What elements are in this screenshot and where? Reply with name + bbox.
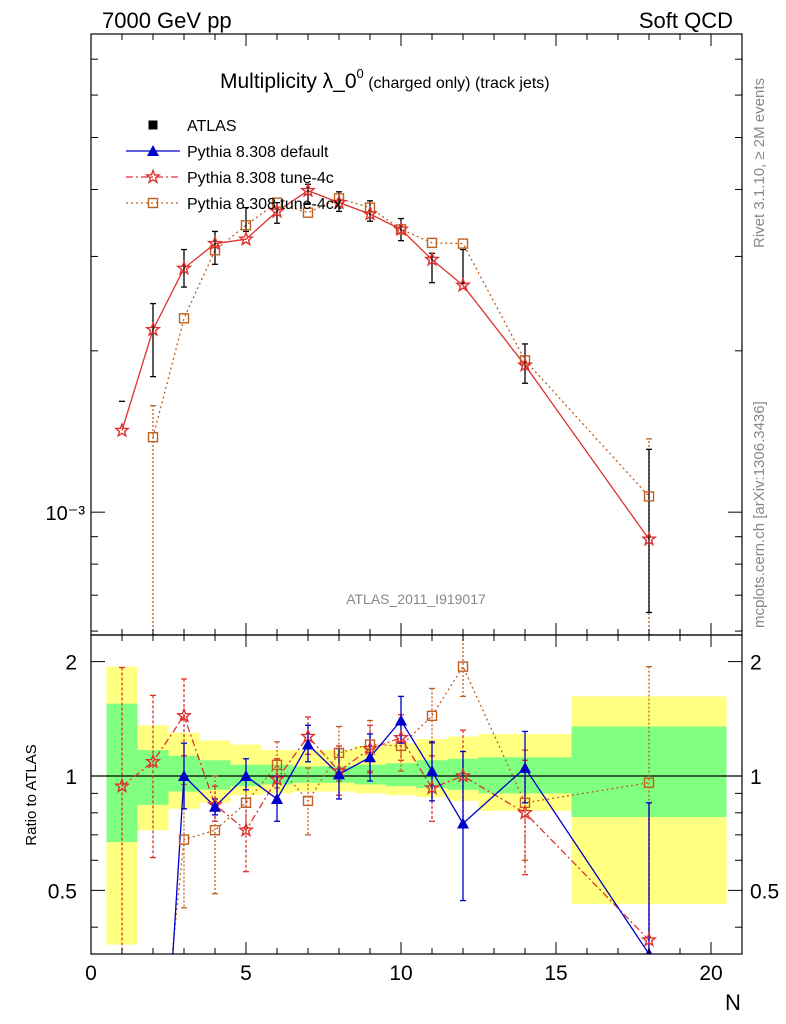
tune4c-point (361, 205, 379, 221)
ratio-axis-label: Ratio to ATLAS (23, 744, 40, 845)
ratio-default-point (240, 769, 252, 781)
ratio-tune4c-point (640, 931, 658, 947)
tune4c-point (206, 235, 224, 251)
tune4c-point (237, 230, 255, 247)
tune4cx-point (147, 431, 159, 443)
tune4c-point (299, 182, 317, 198)
tune4c-point (454, 276, 472, 293)
ratio-tune4c-point (237, 821, 255, 838)
ratio-tune4cx-point (364, 739, 376, 750)
chart-title-sup: 0 (357, 66, 364, 81)
tune4c-line (121, 189, 650, 540)
mcplots-label: mcplots.cern.ch [arXiv:1306.3436] (751, 401, 768, 628)
y-tick-label: 10⁻³ (46, 503, 86, 525)
ratio-tune4c-line (121, 714, 650, 941)
band-green (385, 763, 417, 787)
tune4c-point (423, 251, 441, 267)
rivet-label: Rivet 3.1.10, ≥ 2M events (751, 78, 768, 248)
x-tick-label: 10 (389, 962, 412, 985)
x-tick-label: 0 (85, 962, 97, 985)
ratio-tune4c-point (454, 767, 472, 783)
ratio-tick-label-right: 0.5 (750, 880, 779, 903)
ratio-default-point (209, 800, 221, 812)
ratio-tune4c-point (175, 707, 193, 723)
ratio-default-point (271, 792, 283, 804)
tune4c-point (330, 194, 348, 210)
tune4cx-point (457, 238, 469, 249)
ratio-default-point (519, 761, 531, 773)
header-left: 7000 GeV pp (102, 8, 232, 33)
axes: 0 5 10 15 20 10⁻³ 0.5 0.5 1 1 2 2 (46, 34, 779, 985)
ratio-tune4cx-point (302, 795, 314, 807)
ratio-tune4cx-point (457, 661, 469, 672)
ratio-tick-label-left: 0.5 (48, 880, 77, 903)
chart-title-tail: (charged only) (track jets) (364, 75, 550, 92)
ratio-tick-label-left: 2 (65, 652, 77, 675)
tune4cx-point (178, 313, 190, 324)
chart-title-main: Multiplicity λ_0 (220, 70, 357, 93)
tune4cx-point (271, 197, 283, 208)
band-green (292, 766, 324, 783)
ratio-tune4c-point (392, 729, 410, 745)
ratio-tune4c-point (144, 753, 162, 769)
x-tick-label: 15 (544, 962, 567, 985)
legend-marker-default (147, 145, 159, 156)
ratio-default-point (333, 768, 345, 780)
tune4cx-point (302, 207, 314, 218)
ratio-tune4cx-point (240, 797, 252, 809)
ratio-tune4c-point (113, 777, 131, 794)
ratio-tick-label-right: 1 (750, 766, 762, 789)
ratio-default-point (302, 738, 314, 750)
x-tick-label: 20 (699, 962, 722, 985)
tune4cx-point (364, 202, 376, 213)
x-axis-label: N (725, 990, 741, 1015)
legend-marker-atlas (148, 120, 158, 130)
ratio-tick-label-right: 2 (750, 652, 762, 675)
x-tick-label: 5 (240, 962, 252, 985)
tune4c-point (392, 220, 410, 237)
ratio-tune4cx-point (178, 834, 190, 845)
legend-marker-tune4c (144, 168, 162, 184)
ratio-tune4c-point (268, 770, 286, 787)
ratio-default-point (457, 817, 469, 829)
chart-title: Multiplicity λ_00 (charged only) (track … (220, 66, 550, 93)
legend-label-atlas: ATLAS (187, 118, 237, 135)
ratio-uncertainty-bands (91, 666, 742, 945)
legend-marker-tune4cx (147, 197, 159, 209)
ratio-tune4c-point (516, 804, 534, 820)
ratio-tune4cx-point (426, 710, 438, 722)
tune4cx-point (426, 237, 438, 249)
ratio-frame (90, 634, 743, 955)
ratio-default-point (426, 765, 438, 777)
legend: ATLAS Pythia 8.308 default Pythia 8.308 tu… (126, 118, 342, 213)
ratio-tune4cx-point (271, 759, 283, 771)
legend-label-tune4c: Pythia 8.308 tune-4c (187, 170, 334, 187)
tune4c-point (113, 421, 131, 438)
ratio-tune4cx-point (333, 747, 345, 759)
ratio-default-point (395, 714, 407, 726)
tune4c-point (175, 259, 193, 276)
header-right: Soft QCD (639, 8, 733, 33)
legend-label-default: Pythia 8.308 default (187, 144, 329, 161)
ratio-plot-series (113, 635, 658, 954)
ratio-tick-label-left: 1 (65, 766, 77, 789)
legend-label-tune4cx: Pythia 8.308 tune-4cx (187, 196, 342, 213)
tune4c-point (516, 356, 534, 373)
tune4c-point (268, 202, 286, 219)
tune4cx-point (333, 193, 345, 204)
tune4cx-point (240, 220, 252, 231)
tune4cx-point (519, 355, 531, 366)
main-plot-series (113, 182, 658, 635)
ratio-tune4cx-point (209, 824, 221, 836)
ratio-tune4c-point (423, 779, 441, 795)
ratio-default-point (364, 751, 376, 763)
tune4cx-point (643, 491, 655, 502)
ratio-default-point (178, 769, 190, 781)
tune4cx-line (152, 197, 650, 497)
analysis-watermark: ATLAS_2011_I919017 (346, 591, 486, 607)
ratio-tune4cx-point (643, 777, 655, 788)
tune4c-point (144, 321, 162, 337)
tune4c-point (640, 530, 658, 547)
